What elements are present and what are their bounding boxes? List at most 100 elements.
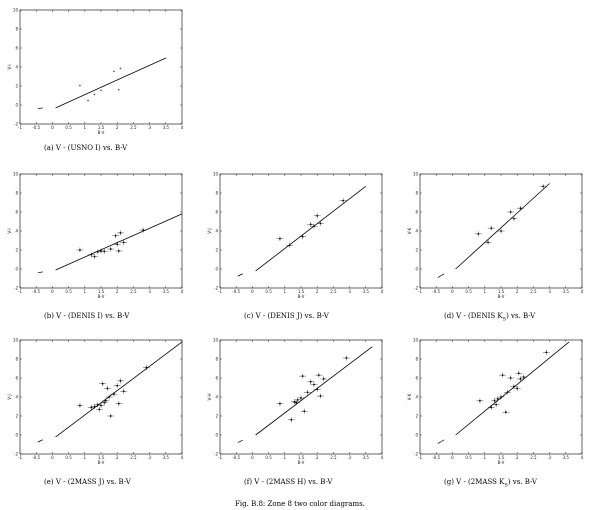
y-tick-label: -2 (14, 121, 18, 126)
y-tick-label: 6 (15, 375, 18, 380)
data-point (496, 398, 499, 400)
fit-line-extension (237, 273, 243, 277)
y-tick-label: 6 (415, 375, 418, 380)
data-point (145, 366, 148, 369)
x-tick-label: 3 (548, 289, 551, 294)
chart-g: -1 -0.5 0 0.5 1 1.5 2 2.5 3 3.5 4 -2 0 2 4 6 8 10 B-V V-K (407, 337, 584, 465)
data-point (477, 232, 480, 235)
y-tick-label: 6 (15, 209, 18, 214)
x-tick-label: 0.5 (465, 289, 472, 294)
y-tick-label: 2 (15, 83, 18, 88)
x-tick-label: 0 (251, 289, 254, 294)
data-point (309, 380, 312, 383)
x-tick-label: 2.5 (330, 455, 337, 460)
data-point (142, 229, 145, 231)
x-tick-label: 4 (181, 289, 184, 294)
data-point (122, 390, 125, 393)
x-tick-label: 3.5 (563, 455, 570, 460)
x-tick-label: -1 (218, 455, 222, 460)
y-tick-label: 2 (215, 247, 218, 252)
y-tick-label: 2 (15, 413, 18, 418)
data-point (513, 217, 515, 220)
x-tick-label: 4 (381, 455, 384, 460)
y-tick-label: 8 (15, 26, 18, 31)
y-tick-label: 0 (15, 432, 18, 437)
data-point (122, 241, 125, 244)
data-point (479, 399, 481, 402)
y-tick-label: 4 (15, 64, 18, 69)
y-tick-label: 4 (415, 394, 418, 399)
x-tick-label: 0.5 (65, 455, 72, 460)
x-tick-label: 1.5 (98, 289, 105, 294)
data-point (96, 403, 99, 406)
x-tick-label: 4 (181, 125, 184, 130)
x-tick-label: 0.5 (465, 455, 472, 460)
data-point (516, 387, 519, 390)
y-tick-label: -2 (414, 451, 418, 456)
x-tick-label: 2.5 (130, 125, 137, 130)
y-tick-label: 0 (215, 266, 218, 271)
data-point (504, 411, 507, 414)
x-tick-label: -0.5 (232, 289, 240, 294)
x-axis-label: B-V (98, 130, 105, 135)
chart-c: -1 -0.5 0 0.5 1 1.5 2 2.5 3 3.5 4 -2 0 2 4 6 8 10 B-V V-J (207, 171, 384, 299)
data-point (296, 398, 299, 401)
y-tick-label: 10 (413, 337, 419, 342)
y-tick-label: -2 (214, 285, 218, 290)
data-point (116, 243, 119, 246)
y-axis-label: V-K (407, 227, 412, 234)
data-point (517, 372, 520, 375)
x-tick-label: 3.5 (363, 289, 370, 294)
x-tick-label: 3 (148, 289, 151, 294)
data-point (301, 235, 304, 238)
data-point (79, 404, 81, 407)
data-point (90, 406, 93, 409)
x-tick-label: 0 (51, 289, 54, 294)
data-point (322, 378, 325, 380)
fit-line-extension (437, 439, 445, 444)
y-tick-label: 4 (215, 228, 218, 233)
y-axis-label: V-J (7, 394, 12, 399)
data-point (542, 185, 545, 188)
data-point (319, 395, 322, 397)
x-tick-label: 3 (148, 455, 151, 460)
caption-g-main: (g) V - (2MASS K (444, 478, 505, 486)
data-point (493, 399, 496, 402)
x-axis-label: B-V (298, 460, 305, 465)
caption-d-sub: S (502, 316, 507, 323)
caption-d-tail: ) vs. B-V (506, 312, 536, 320)
x-tick-label: 2 (316, 455, 319, 460)
x-tick-label: 1.5 (298, 455, 305, 460)
caption-b: (b) V - (DENIS I) vs. B-V (44, 312, 130, 320)
data-point (93, 255, 96, 258)
y-tick-label: 0 (415, 432, 418, 437)
plot-frame (19, 339, 183, 455)
x-axis-label: B-V (98, 460, 105, 465)
y-tick-label: -2 (14, 285, 18, 290)
data-point (100, 404, 102, 407)
y-tick-label: 8 (215, 190, 218, 195)
x-tick-label: -1 (418, 455, 422, 460)
y-tick-label: 8 (415, 190, 418, 195)
data-point (119, 232, 122, 234)
x-tick-label: 4 (581, 455, 584, 460)
x-tick-label: 3.5 (363, 455, 370, 460)
data-point (108, 396, 110, 398)
y-tick-label: 8 (415, 356, 418, 361)
data-point (509, 211, 512, 213)
fit-line (55, 341, 183, 438)
y-tick-label: 0 (15, 266, 18, 271)
caption-a: (a) V - (USNO I) vs. B-V (44, 144, 128, 152)
y-axis-label: V-H (207, 394, 212, 401)
x-tick-label: -1 (18, 289, 22, 294)
y-tick-label: 2 (15, 247, 18, 252)
y-axis-label: V-I (7, 64, 12, 69)
x-tick-label: 3 (348, 289, 351, 294)
y-tick-label: 2 (415, 413, 418, 418)
x-tick-label: -1 (18, 455, 22, 460)
x-tick-label: -1 (218, 289, 222, 294)
x-tick-label: -0.5 (232, 455, 240, 460)
data-point (98, 408, 101, 411)
data-point (506, 391, 509, 394)
x-tick-label: -0.5 (32, 125, 40, 130)
